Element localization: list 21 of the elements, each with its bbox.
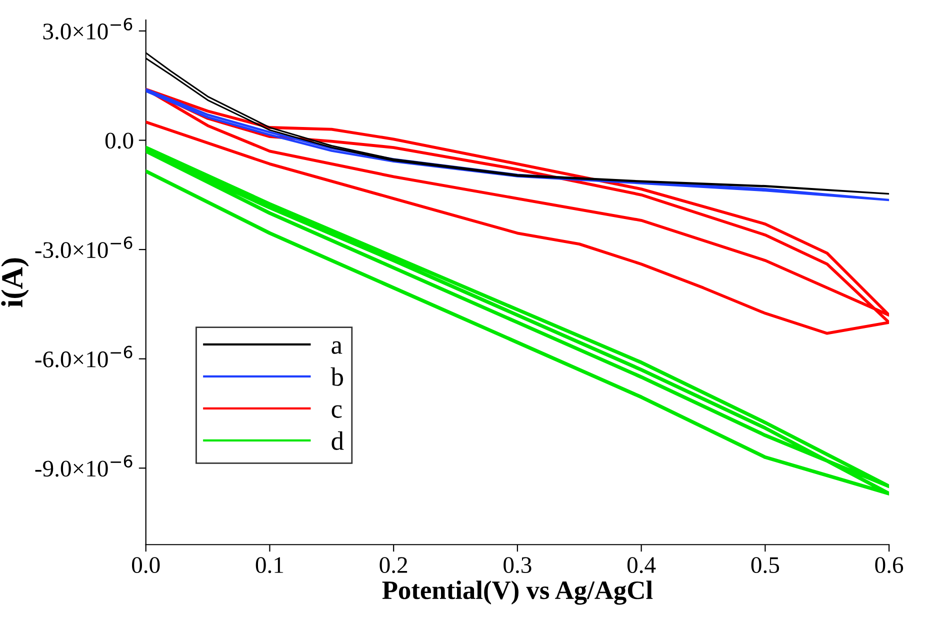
x-tick-label: 0.3 — [504, 557, 532, 574]
x-tick-label: 0.1 — [256, 557, 284, 574]
y-tick-label: 0.0 — [105, 132, 134, 149]
line-series — [146, 146, 890, 496]
y-axis-title: i(A) — [1, 258, 29, 308]
legend-label: c — [332, 405, 342, 418]
legend-label: a — [332, 341, 342, 354]
y-tick-label: -3.0×10$^{−6}$ — [35, 236, 132, 258]
x-tick-label: 0.4 — [627, 557, 656, 574]
x-tick-label: 0.5 — [751, 557, 780, 574]
y-tick-label: -6.0×10$^{−6}$ — [35, 346, 132, 368]
y-tick-label: 3.0×10$^{−6}$ — [43, 18, 132, 40]
x-tick-label: 0.0 — [132, 557, 160, 574]
line-series — [146, 88, 890, 335]
x-axis-title: Potential(V) vs Ag/AgCl — [382, 580, 653, 605]
line-series — [146, 88, 890, 202]
x-tick-label: 0.6 — [875, 557, 904, 574]
x-tick-label: 0.2 — [380, 557, 408, 574]
y-tick-label: -9.0×10$^{−6}$ — [35, 455, 132, 477]
legend-label: d — [332, 431, 344, 450]
legend-label: b — [330, 367, 343, 386]
